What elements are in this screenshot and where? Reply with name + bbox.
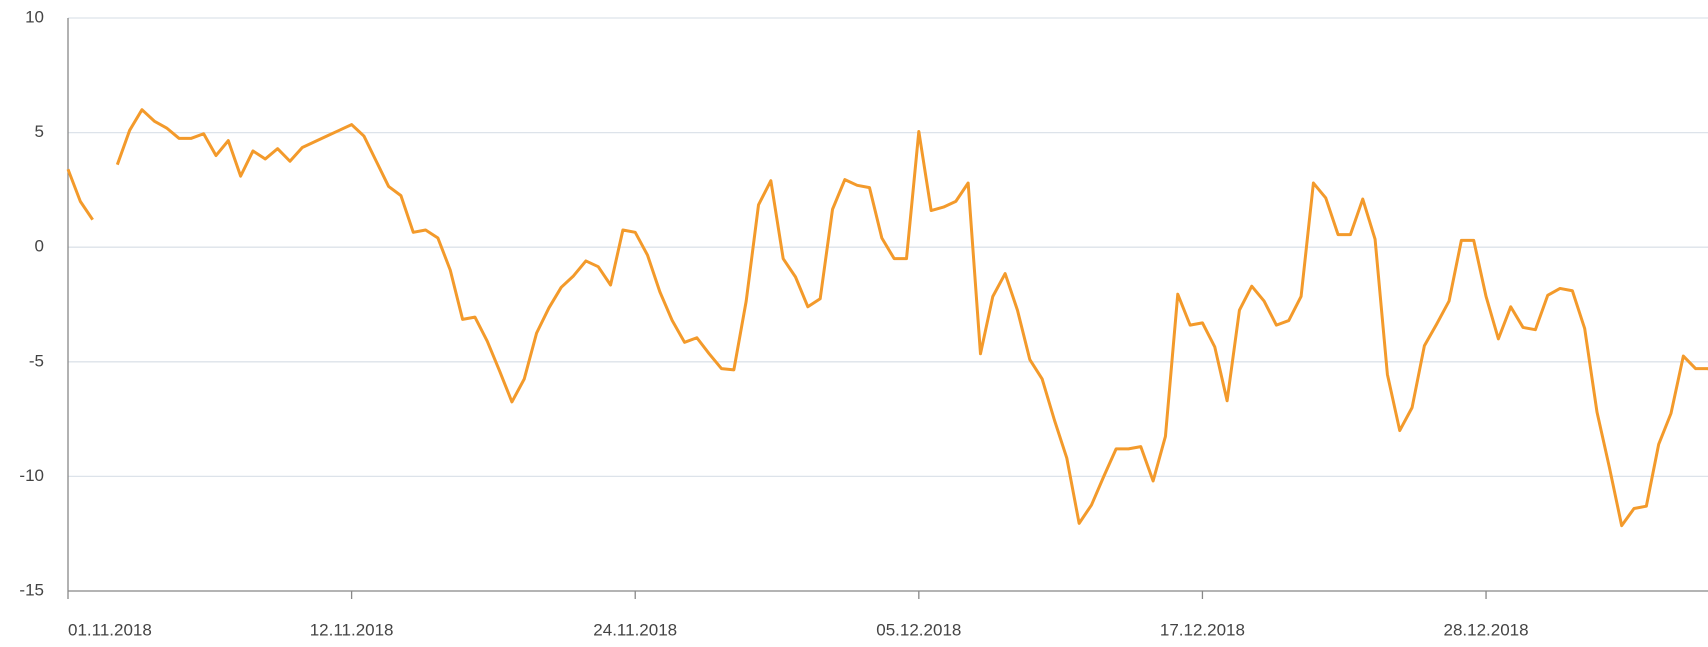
x-tick-label: 12.11.2018	[310, 620, 394, 639]
y-tick-label: 0	[35, 237, 44, 256]
y-tick-label: 10	[25, 7, 44, 26]
line-series	[66, 168, 94, 221]
x-tick-label: 05.12.2018	[876, 620, 961, 639]
x-tick-label: 01.11.2018	[68, 620, 152, 639]
y-tick-label: -15	[19, 580, 44, 599]
y-tick-label: 5	[35, 122, 44, 141]
y-tick-label: -10	[19, 466, 44, 485]
x-tick-label: 24.11.2018	[593, 620, 677, 639]
x-tick-label: 28.12.2018	[1443, 620, 1528, 639]
line-series	[115, 108, 1708, 528]
x-tick-label: 17.12.2018	[1160, 620, 1245, 639]
y-tick-label: -5	[29, 351, 44, 370]
